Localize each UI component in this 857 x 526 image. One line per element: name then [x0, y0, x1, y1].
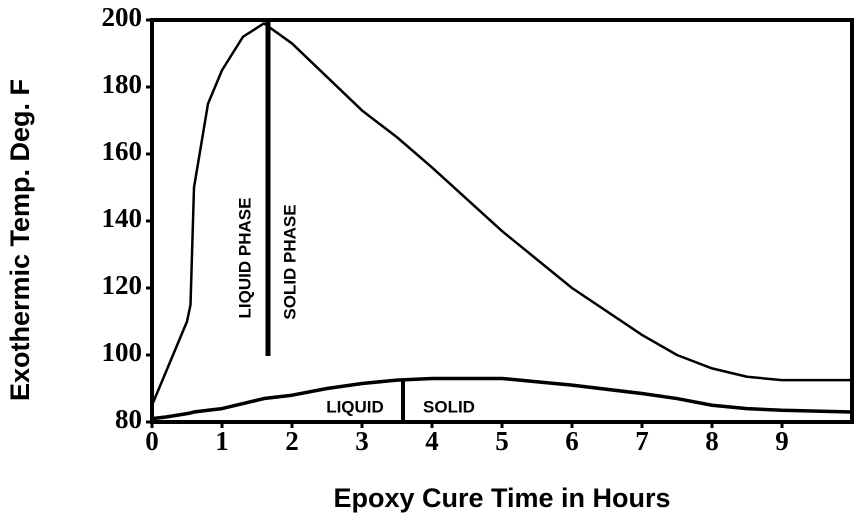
y-tick-label: 160 — [102, 136, 143, 166]
x-tick-label: 7 — [635, 426, 649, 456]
y-tick-label: 100 — [102, 337, 143, 367]
plot-frame — [150, 18, 854, 424]
annotation: LIQUID PHASE — [235, 198, 254, 319]
x-tick-label: 3 — [355, 426, 369, 456]
x-tick-label: 2 — [285, 426, 299, 456]
y-tick-label: 140 — [102, 203, 143, 233]
annotation: SOLID PHASE — [280, 204, 299, 319]
x-tick-label: 5 — [495, 426, 509, 456]
x-tick-label: 8 — [705, 426, 719, 456]
x-tick-label: 6 — [565, 426, 579, 456]
y-tick-label: 200 — [102, 2, 143, 32]
x-tick-label: 1 — [215, 426, 229, 456]
y-axis-label: Exothermic Temp. Deg. F — [5, 79, 35, 401]
x-tick-label: 9 — [775, 426, 789, 456]
line-series — [151, 376, 853, 421]
x-tick-label: 4 — [425, 426, 439, 456]
y-tick-label: 180 — [102, 69, 143, 99]
y-tick-label: 120 — [102, 270, 143, 300]
y-tick-label: 80 — [115, 404, 142, 434]
line-series — [150, 22, 852, 406]
annotation: SOLID — [423, 397, 475, 416]
x-tick-label: 0 — [145, 426, 159, 456]
x-axis-label: Epoxy Cure Time in Hours — [333, 483, 670, 513]
annotation: LIQUID — [326, 397, 384, 416]
